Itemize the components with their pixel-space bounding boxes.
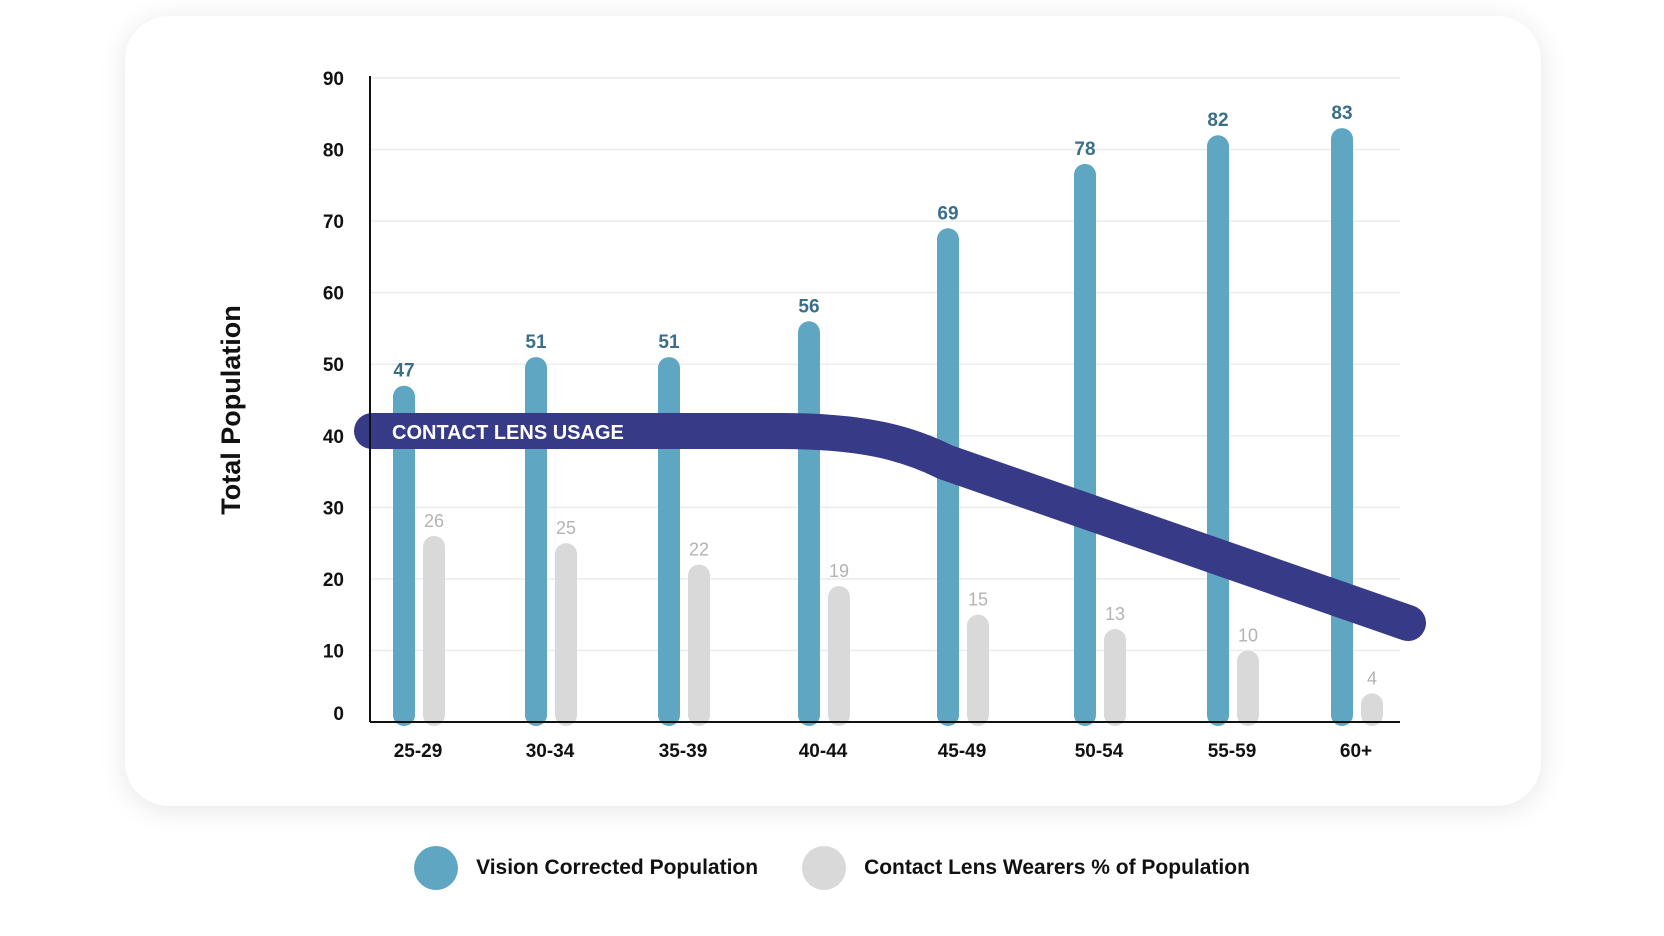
y-tick-label: 80 [323, 141, 344, 162]
data-label: 51 [658, 332, 680, 353]
legend-item-vision-corrected: Vision Corrected Population [414, 846, 758, 890]
axes [369, 76, 1400, 723]
x-tick-label: 40-44 [799, 741, 848, 762]
y-tick-label: 90 [323, 69, 344, 90]
y-tick-label: 30 [323, 498, 344, 519]
legend: Vision Corrected Population Contact Lens… [0, 846, 1664, 890]
x-tick-label: 60+ [1340, 741, 1372, 762]
x-tick-label: 50-54 [1075, 741, 1124, 762]
y-tick-label: 40 [323, 427, 344, 448]
trend-line [354, 413, 1426, 641]
y-axis-title: Total Population [216, 305, 246, 514]
legend-item-contact-lens-wearers: Contact Lens Wearers % of Population [802, 846, 1250, 890]
data-label: 69 [937, 203, 958, 224]
legend-swatch-gray [802, 846, 847, 890]
trend-line-label: CONTACT LENS USAGE [392, 422, 624, 444]
data-label: 51 [525, 332, 547, 353]
x-tick-label: 45-49 [938, 741, 987, 762]
data-label: 4 [1367, 668, 1377, 688]
data-label: 15 [968, 590, 988, 610]
data-label: 83 [1331, 103, 1352, 124]
data-label: 82 [1207, 110, 1228, 131]
data-label: 26 [424, 511, 444, 531]
x-tick-label: 25-29 [394, 741, 443, 762]
bars: 47 26 51 25 51 22 56 19 69 15 78 13 82 10 83 4 [393, 103, 1383, 726]
y-tick-label: 20 [323, 570, 344, 591]
y-tick-label: 10 [323, 641, 344, 662]
y-tick-label: 50 [323, 355, 344, 376]
data-label: 19 [829, 561, 849, 581]
legend-label: Vision Corrected Population [476, 856, 759, 879]
y-tick-label: 0 [333, 704, 344, 725]
data-label: 78 [1074, 139, 1095, 160]
x-tick-label: 35-39 [659, 741, 708, 762]
y-tick-label: 60 [323, 284, 344, 305]
data-label: 47 [393, 361, 414, 382]
x-tick-label: 55-59 [1208, 741, 1257, 762]
legend-swatch-blue [414, 846, 459, 890]
trend-line-group: CONTACT LENS USAGE [354, 413, 1426, 641]
data-label: 56 [798, 296, 819, 317]
legend-label: Contact Lens Wearers % of Population [864, 856, 1250, 879]
y-axis-ticks: 0 10 20 30 40 50 60 70 80 90 [323, 69, 344, 725]
data-label: 22 [689, 540, 709, 560]
x-tick-label: 30-34 [526, 741, 575, 762]
data-label: 10 [1238, 625, 1258, 645]
data-label: 25 [556, 518, 576, 538]
x-axis-ticks: 25-29 30-34 35-39 40-44 45-49 50-54 55-59 60+ [394, 741, 1372, 762]
data-label: 13 [1105, 604, 1125, 624]
y-tick-label: 70 [323, 212, 344, 233]
